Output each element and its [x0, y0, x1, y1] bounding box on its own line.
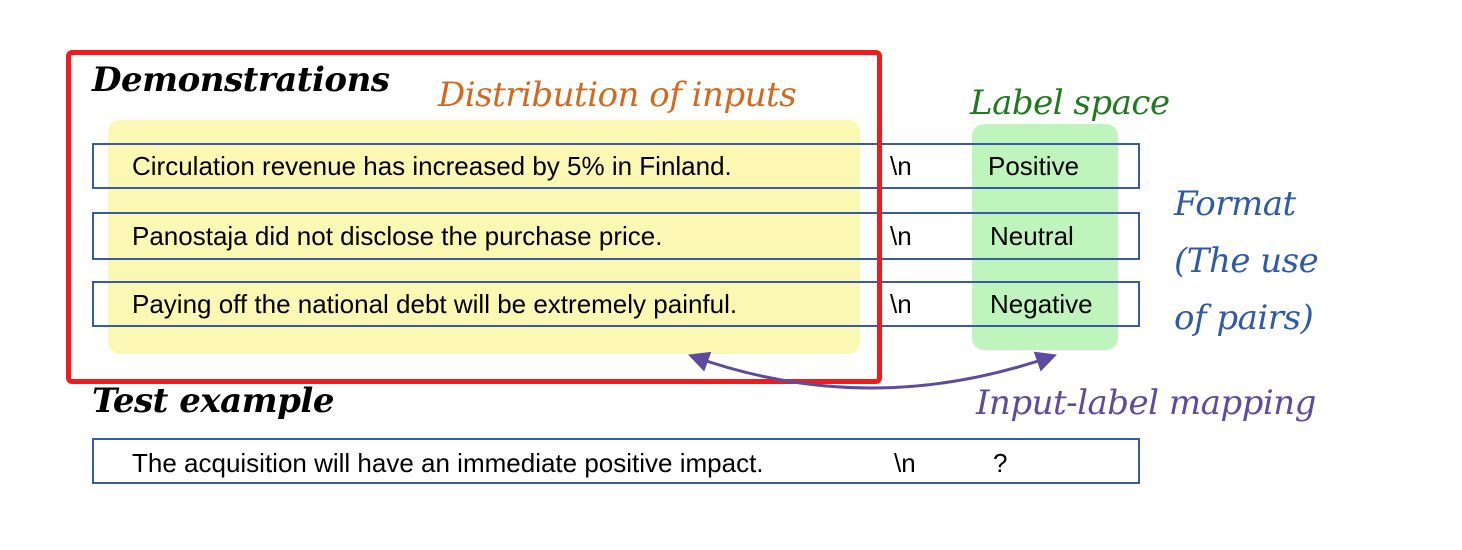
demo-row	[92, 212, 1140, 260]
label-space-highlight	[972, 124, 1118, 350]
demo-label: Negative	[990, 289, 1093, 319]
format-annotation-line: of pairs)	[1174, 298, 1314, 338]
demonstrations-frame	[66, 50, 882, 384]
mapping-arrow-curve	[688, 351, 1057, 390]
test-example-heading: Test example	[92, 381, 334, 421]
label-space-annotation: Label space	[970, 83, 1170, 123]
inputs-highlight	[108, 120, 860, 354]
format-annotation: Format (The use of pairs)	[1174, 176, 1319, 347]
test-separator: \n	[894, 448, 916, 478]
demo-input-text: Circulation revenue has increased by 5% …	[132, 151, 732, 181]
demo-row	[92, 281, 1140, 327]
demo-input-text: Paying off the national debt will be ext…	[132, 289, 738, 319]
input-label-mapping-annotation: Input-label mapping	[976, 383, 1316, 423]
demo-row	[92, 143, 1140, 189]
demo-separator: \n	[890, 221, 912, 251]
test-row	[92, 438, 1140, 484]
demo-separator: \n	[890, 151, 912, 181]
test-label: ?	[993, 448, 1008, 478]
test-input-text: The acquisition will have an immediate p…	[132, 448, 764, 478]
format-annotation-line: Format	[1174, 184, 1296, 224]
demo-input-text: Panostaja did not disclose the purchase …	[132, 221, 663, 251]
demo-separator: \n	[890, 289, 912, 319]
demo-label: Positive	[988, 151, 1080, 181]
demo-label: Neutral	[990, 221, 1074, 251]
format-annotation-line: (The use	[1174, 241, 1319, 281]
distribution-of-inputs-annotation: Distribution of inputs	[438, 75, 797, 115]
demonstrations-heading: Demonstrations	[92, 60, 390, 100]
